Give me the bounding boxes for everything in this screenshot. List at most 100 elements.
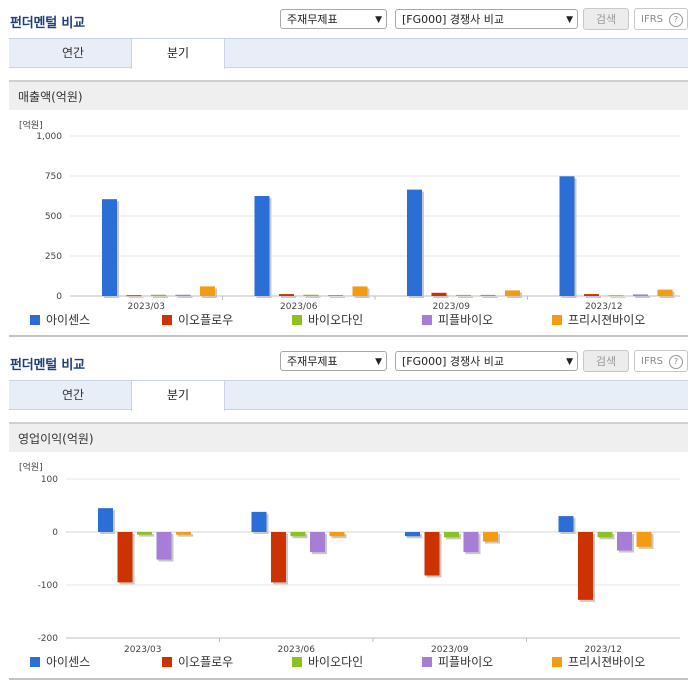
bar <box>156 532 172 560</box>
peer-group-value: [FG000] 경쟁사 비교 <box>402 13 505 26</box>
statement-type-value: 주재무제표 <box>287 13 338 26</box>
tab-annual[interactable]: 연간 <box>61 46 85 60</box>
y-tick-label: 100 <box>41 475 58 485</box>
bar <box>271 532 286 583</box>
legend-item: 아이센스 <box>30 655 90 669</box>
legend-swatch <box>292 657 302 667</box>
legend-swatch <box>30 657 40 667</box>
metric-header: 영업이익(억원) <box>9 422 688 452</box>
bar <box>597 532 613 538</box>
tab-annual[interactable]: 연간 <box>61 388 85 402</box>
peer-group-value: [FG000] 경쟁사 비교 <box>402 355 505 368</box>
peer-group-select[interactable]: [FG000] 경쟁사 비교 ▼ <box>395 9 578 29</box>
bar-shadow <box>433 294 449 298</box>
legend-item: 프리시젼바이오 <box>552 313 645 327</box>
statement-type-select[interactable]: 주재무제표 ▼ <box>280 9 387 29</box>
bar-shadow <box>177 296 193 298</box>
ifrs-help-button[interactable]: IFRS? <box>634 350 688 372</box>
bar <box>633 294 648 296</box>
bar <box>617 532 632 551</box>
panel-header: 펀더멘털 비교 주재무제표 ▼ [FG000] 경쟁사 비교 ▼ 검색 IFRS? <box>0 0 696 32</box>
legend-swatch <box>162 315 172 325</box>
bar <box>352 286 368 296</box>
help-icon: ? <box>669 13 683 27</box>
bar <box>444 532 459 538</box>
fundamentals-panel-operating-profit: 펀더멘털 비교 주재무제표 ▼ [FG000] 경쟁사 비교 ▼ 검색 IFRS? … <box>0 342 696 684</box>
legend-label: 피플바이오 <box>438 313 494 327</box>
unit-label: [억원] <box>19 121 43 131</box>
peer-group-select[interactable]: [FG000] 경쟁사 비교 ▼ <box>395 351 578 371</box>
bar <box>558 516 574 532</box>
legend-label: 이오플로우 <box>178 655 234 669</box>
bar <box>328 295 343 297</box>
unit-label: [억원] <box>19 463 43 473</box>
metric-title: 영업이익(억원) <box>18 432 94 446</box>
bar <box>151 294 166 296</box>
bar <box>608 295 624 297</box>
legend-item: 바이오다인 <box>292 313 363 327</box>
legend-label: 이오플로우 <box>178 313 234 327</box>
ifrs-label: IFRS <box>641 356 663 367</box>
tab-quarterly[interactable]: 분기 <box>131 381 225 411</box>
revenue-bar-chart: 0 250 500 750 1,000 2023/03 2023/06 2023/09 2023… <box>36 132 680 310</box>
bar <box>463 532 479 553</box>
y-tick-label: 0 <box>56 292 62 302</box>
legend-item: 아이센스 <box>30 313 90 327</box>
panel-divider <box>9 335 688 337</box>
bar-shadow <box>330 297 345 299</box>
bar <box>126 295 142 297</box>
statement-type-select[interactable]: 주재무제표 ▼ <box>280 351 387 371</box>
statement-type-value: 주재무제표 <box>287 355 338 368</box>
ifrs-label: IFRS <box>641 14 663 25</box>
legend-swatch <box>30 315 40 325</box>
metric-header: 매출액(억원) <box>9 80 688 110</box>
bar <box>405 532 420 537</box>
x-tick-label: 2023/06 <box>280 302 318 310</box>
y-tick-label: 250 <box>45 252 62 262</box>
legend-label: 프리시젼바이오 <box>568 313 646 327</box>
bar <box>424 532 440 576</box>
bar-shadow <box>128 297 144 299</box>
period-tabs: 연간 분기 <box>9 380 688 411</box>
fundamentals-panel-revenue: 펀더멘털 비교 주재무제표 ▼ [FG000] 경쟁사 비교 ▼ 검색 IFRS? … <box>0 0 696 340</box>
bar <box>657 289 673 296</box>
search-button[interactable]: 검색 <box>583 8 629 30</box>
bar <box>176 532 191 535</box>
bar-shadow <box>586 296 601 298</box>
bar <box>137 532 152 535</box>
legend-swatch <box>292 315 302 325</box>
bar <box>303 294 319 296</box>
panel-title: 펀더멘털 비교 <box>10 16 85 31</box>
tab-quarterly[interactable]: 분기 <box>131 39 225 69</box>
bar <box>559 176 575 296</box>
period-tabs: 연간 분기 <box>9 38 688 69</box>
x-tick-label: 2023/09 <box>431 645 469 654</box>
y-tick-label: 1,000 <box>36 132 62 142</box>
bar-shadow <box>305 296 321 298</box>
bar <box>505 290 520 296</box>
y-tick-label: -100 <box>38 581 59 591</box>
legend-swatch <box>162 657 172 667</box>
bar <box>290 532 306 537</box>
metric-title: 매출액(억원) <box>18 90 83 104</box>
chevron-down-icon: ▼ <box>375 15 382 25</box>
bar <box>329 532 345 537</box>
bar <box>117 532 133 583</box>
panel-divider <box>9 678 688 680</box>
bar <box>480 294 496 296</box>
bar <box>584 294 599 296</box>
legend-swatch <box>422 657 432 667</box>
search-button[interactable]: 검색 <box>583 350 629 372</box>
chevron-down-icon: ▼ <box>566 357 573 367</box>
bar-shadow <box>458 296 473 298</box>
bar-shadow <box>153 296 168 298</box>
bar <box>456 294 471 296</box>
bar <box>407 189 422 296</box>
bar <box>254 196 270 296</box>
x-tick-label: 2023/03 <box>128 302 165 310</box>
bar <box>175 294 191 296</box>
chart-legend: 아이센스 이오플로우 바이오다인 피플바이오 프리시젼바이오 <box>30 313 690 327</box>
chart-legend: 아이센스 이오플로우 바이오다인 피플바이오 프리시젼바이오 <box>30 655 690 669</box>
legend-label: 바이오다인 <box>308 313 364 327</box>
ifrs-help-button[interactable]: IFRS? <box>634 8 688 30</box>
